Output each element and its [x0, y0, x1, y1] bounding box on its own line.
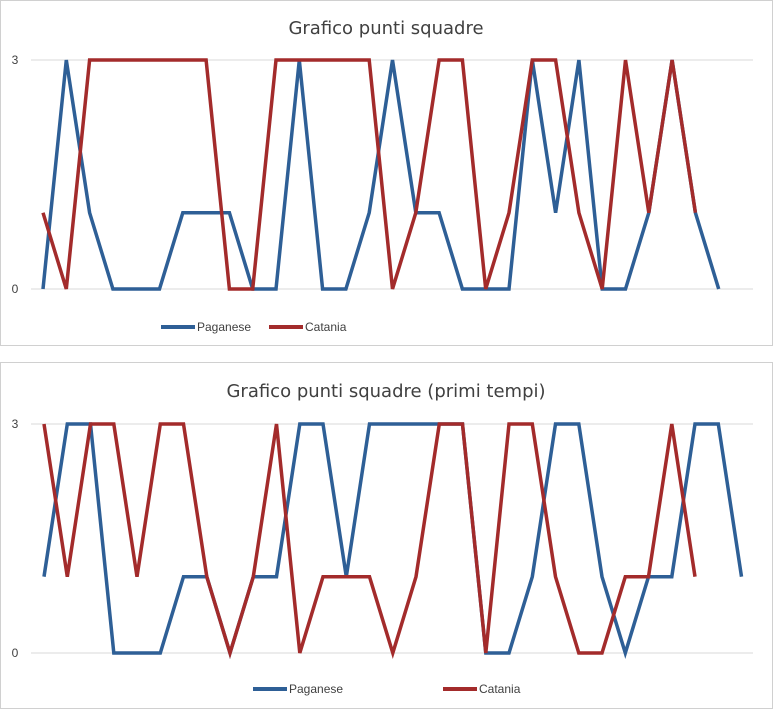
series-line-catania — [42, 422, 697, 660]
legend-label-paganese: Paganese — [197, 320, 251, 334]
y-tick-label: 0 — [12, 646, 19, 660]
chart-svg-primi-tempi: Grafico punti squadre (primi tempi) 0 3 Pa… — [12, 381, 753, 696]
chart-panel-primi-tempi: Grafico punti squadre (primi tempi) 0 3 Pa… — [0, 362, 773, 709]
chart-title: Grafico punti squadre (primi tempi) — [226, 381, 545, 402]
chart-panel-punti-squadre: Grafico punti squadre 0 3 Paganese Catania — [0, 0, 773, 346]
y-tick-label: 0 — [12, 282, 19, 296]
series-line-catania — [41, 58, 698, 291]
legend-label-catania: Catania — [479, 682, 521, 696]
series-line-paganese — [41, 59, 721, 291]
y-tick-label: 3 — [12, 417, 19, 431]
legend-label-catania: Catania — [305, 320, 347, 334]
legend-label-paganese: Paganese — [289, 682, 343, 696]
chart-svg-punti-squadre: Grafico punti squadre 0 3 Paganese Catania — [12, 18, 753, 334]
series-line-paganese — [42, 422, 744, 660]
chart-title: Grafico punti squadre — [288, 18, 483, 39]
y-tick-label: 3 — [12, 53, 19, 67]
